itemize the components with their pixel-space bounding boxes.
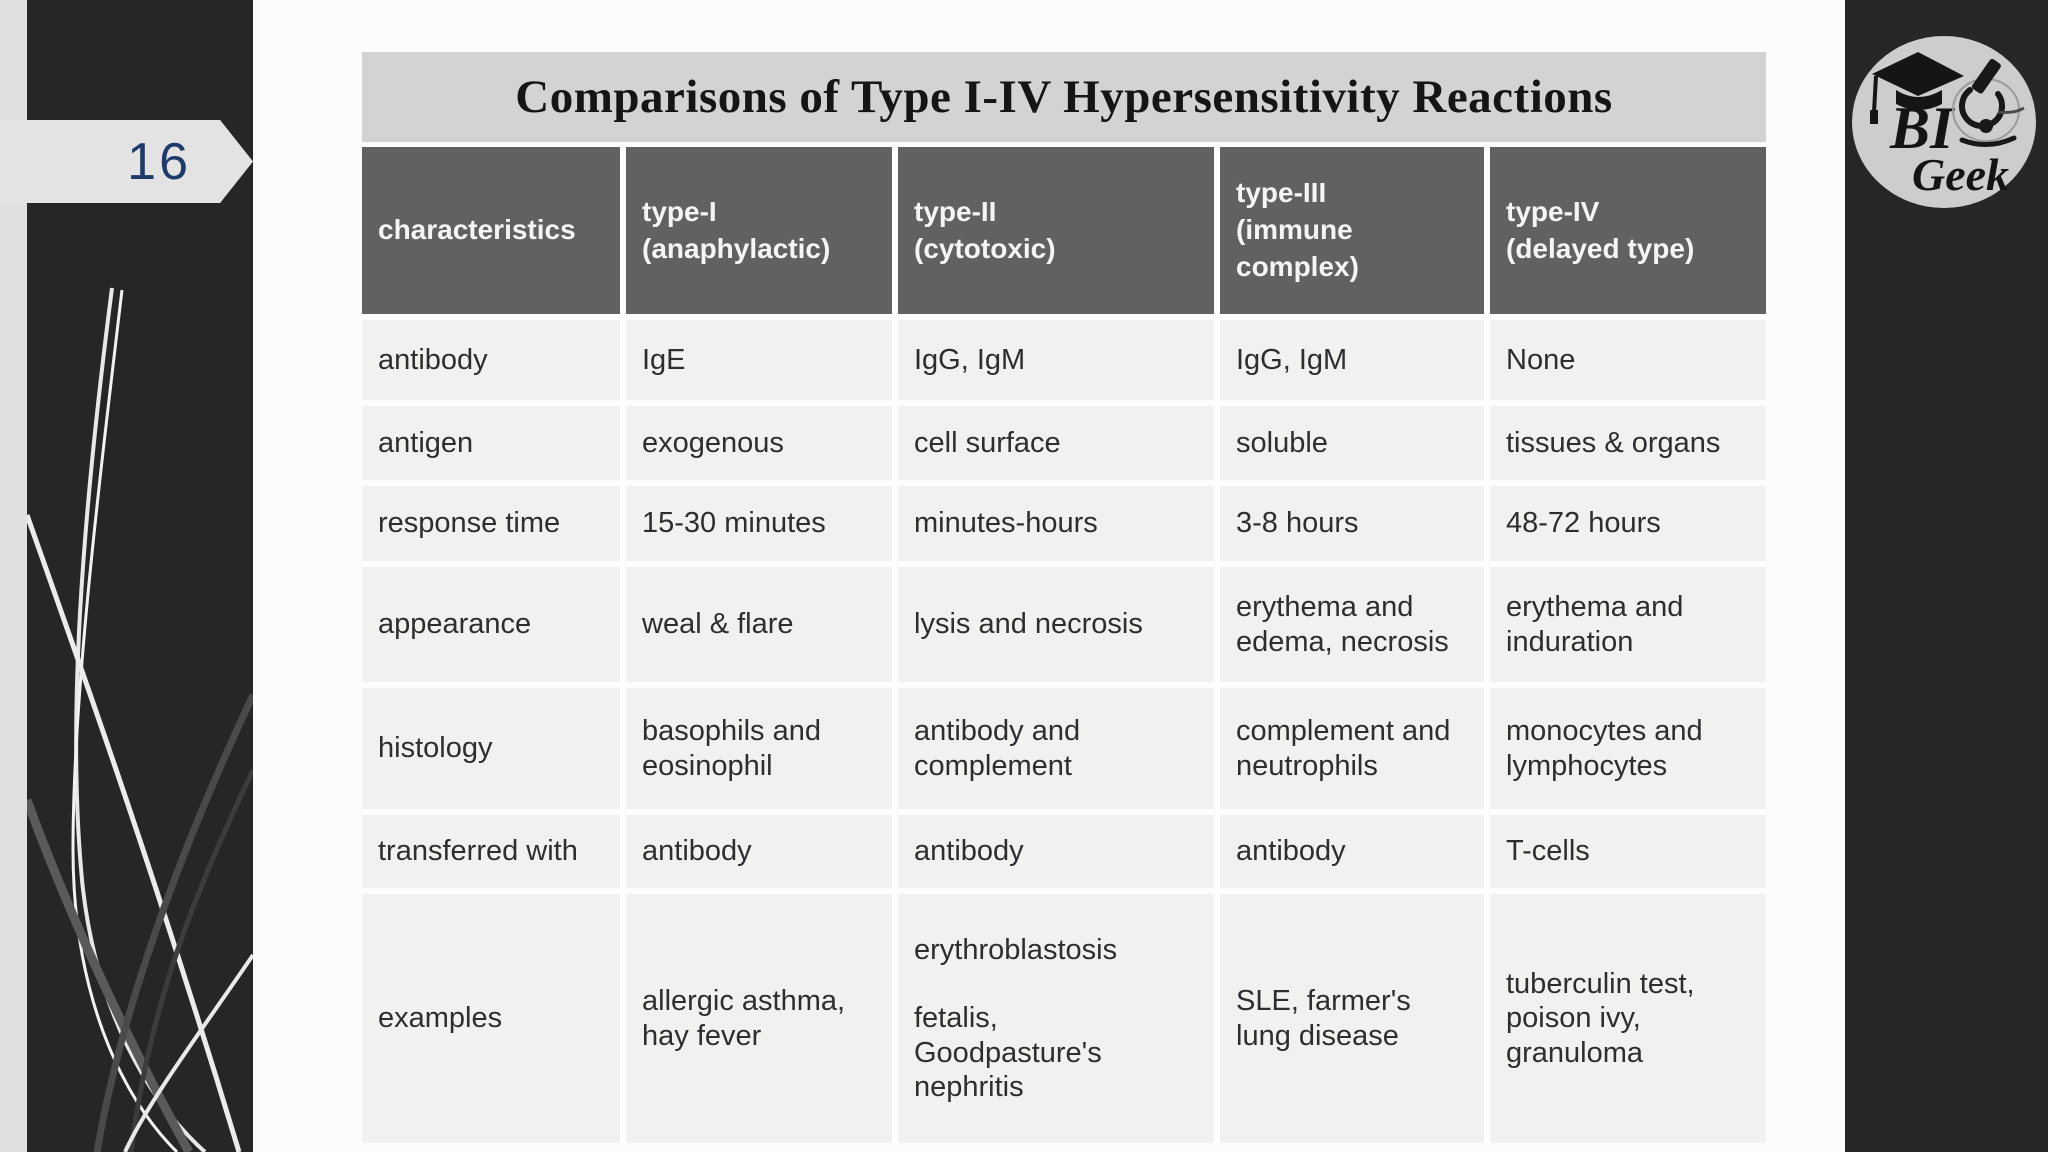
cell-examples-type-iii: SLE, farmer's lung disease — [1220, 894, 1484, 1143]
cell-antigen-type-iv: tissues & organs — [1490, 406, 1766, 480]
header-cell-type-iii: type-III (immune complex) — [1220, 147, 1484, 314]
cell-antigen-type-ii: cell surface — [898, 406, 1214, 480]
cell-appearance-type-iii: erythema and edema, necrosis — [1220, 567, 1484, 682]
cell-histology-type-i: basophils and eosinophil — [626, 688, 892, 809]
cell-antibody-type-iv: None — [1490, 320, 1766, 400]
cell-transferred-with-type-ii: antibody — [898, 815, 1214, 888]
cell-response-time-type-ii: minutes-hours — [898, 486, 1214, 561]
cell-appearance-type-ii: lysis and necrosis — [898, 567, 1214, 682]
cell-histology-type-iv: monocytes and lymphocytes — [1490, 688, 1766, 809]
row-label-antigen: antigen — [362, 406, 620, 480]
row-label-examples: examples — [362, 894, 620, 1143]
comparison-table: Comparisons of Type I-IV Hypersensitivit… — [362, 52, 1766, 1143]
bio-geek-logo: BI Geek — [1852, 36, 2036, 208]
cell-antibody-type-i: IgE — [626, 320, 892, 400]
header-cell-type-iv: type-IV (delayed type) — [1490, 147, 1766, 314]
header-cell-characteristics: characteristics — [362, 147, 620, 314]
cell-antibody-type-iii: IgG, IgM — [1220, 320, 1484, 400]
cell-response-time-type-iv: 48-72 hours — [1490, 486, 1766, 561]
page-number: 16 — [127, 132, 191, 191]
cell-appearance-type-i: weal & flare — [626, 567, 892, 682]
row-label-response-time: response time — [362, 486, 620, 561]
cell-transferred-with-type-iii: antibody — [1220, 815, 1484, 888]
cell-response-time-type-iii: 3-8 hours — [1220, 486, 1484, 561]
cell-examples-type-iv: tuberculin test, poison ivy, granuloma — [1490, 894, 1766, 1143]
cell-examples-type-ii: erythroblastosis fetalis, Goodpasture's … — [898, 894, 1214, 1143]
header-cell-type-ii: type-II (cytotoxic) — [898, 147, 1214, 314]
header-cell-type-i: type-I (anaphylactic) — [626, 147, 892, 314]
row-label-transferred-with: transferred with — [362, 815, 620, 888]
table-title: Comparisons of Type I-IV Hypersensitivit… — [362, 52, 1766, 142]
graduation-cap-icon — [1870, 52, 1964, 124]
cell-histology-type-ii: antibody and complement — [898, 688, 1214, 809]
cell-histology-type-iii: complement and neutrophils — [1220, 688, 1484, 809]
cell-antibody-type-ii: IgG, IgM — [898, 320, 1214, 400]
cell-transferred-with-type-i: antibody — [626, 815, 892, 888]
table-grid: characteristics type-I (anaphylactic) ty… — [362, 147, 1766, 1143]
cell-antigen-type-iii: soluble — [1220, 406, 1484, 480]
cell-response-time-type-i: 15-30 minutes — [626, 486, 892, 561]
row-label-appearance: appearance — [362, 567, 620, 682]
logo-text-bi: BI — [1889, 95, 1956, 161]
decorative-curves — [27, 287, 253, 1152]
row-label-histology: histology — [362, 688, 620, 809]
cell-appearance-type-iv: erythema and induration — [1490, 567, 1766, 682]
row-label-antibody: antibody — [362, 320, 620, 400]
page-number-banner: 16 — [0, 120, 253, 203]
cell-transferred-with-type-iv: T-cells — [1490, 815, 1766, 888]
logo-text-geek: Geek — [1912, 149, 2009, 200]
microscope-icon — [1952, 58, 2025, 147]
cell-examples-type-i: allergic asthma, hay fever — [626, 894, 892, 1143]
cell-antigen-type-i: exogenous — [626, 406, 892, 480]
